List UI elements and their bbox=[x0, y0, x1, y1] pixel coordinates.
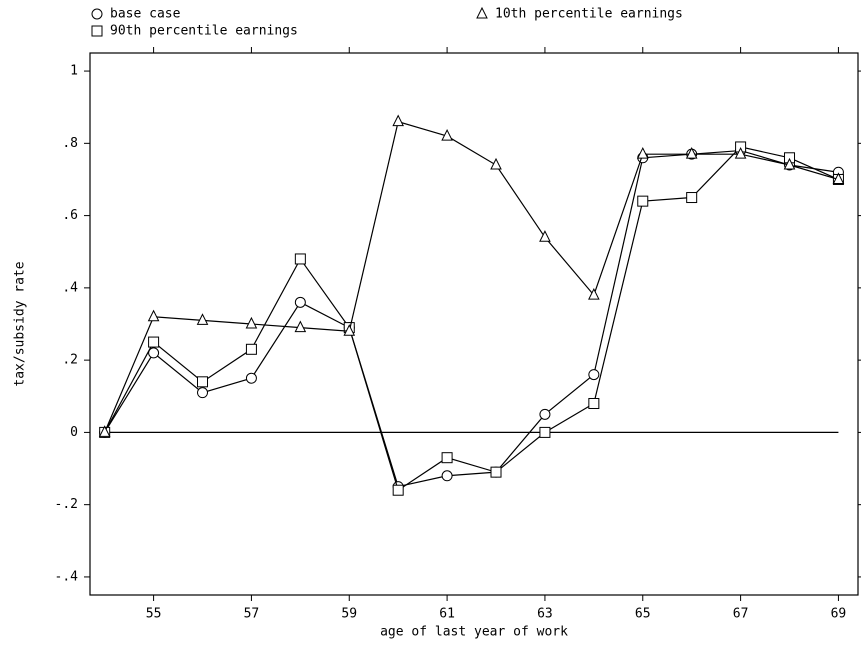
y-tick-label: .8 bbox=[62, 136, 78, 151]
y-tick-label: .2 bbox=[62, 353, 78, 368]
data-point bbox=[294, 320, 307, 333]
data-point bbox=[197, 387, 209, 399]
y-tick-label: 0 bbox=[70, 425, 78, 440]
data-point bbox=[588, 369, 600, 381]
x-tick-label: 67 bbox=[733, 607, 749, 622]
data-point bbox=[441, 470, 453, 482]
x-tick-label: 61 bbox=[439, 607, 455, 622]
data-point bbox=[245, 343, 257, 355]
data-point bbox=[148, 336, 160, 348]
x-tick-label: 55 bbox=[146, 607, 162, 622]
series-line bbox=[104, 146, 839, 492]
data-point bbox=[539, 426, 551, 438]
y-tick-label: .6 bbox=[62, 208, 78, 223]
data-point bbox=[147, 309, 160, 322]
y-tick-label: -.4 bbox=[55, 569, 79, 584]
data-point bbox=[196, 313, 209, 325]
data-point bbox=[539, 408, 551, 420]
x-tick-label: 69 bbox=[831, 607, 847, 622]
y-tick-label: .4 bbox=[62, 280, 78, 295]
data-point bbox=[734, 147, 747, 159]
x-axis-label: age of last year of work bbox=[380, 625, 568, 640]
legend-label: base case bbox=[110, 7, 181, 22]
data-point bbox=[343, 324, 356, 336]
data-point bbox=[98, 425, 111, 437]
data-point bbox=[588, 397, 600, 409]
plot-frame bbox=[89, 52, 859, 596]
legend-marker bbox=[476, 6, 488, 19]
data-point bbox=[588, 287, 600, 300]
data-point bbox=[197, 376, 209, 388]
data-point bbox=[441, 452, 453, 464]
data-point bbox=[637, 195, 649, 207]
y-axis-label: tax/subsidy rate bbox=[13, 261, 28, 386]
legend-label: 90th percentile earnings bbox=[110, 24, 298, 39]
data-point bbox=[294, 253, 306, 265]
legend-marker bbox=[91, 25, 103, 37]
y-tick-label: -.2 bbox=[55, 497, 78, 512]
data-point bbox=[636, 147, 649, 159]
x-tick-label: 59 bbox=[341, 607, 357, 622]
x-tick-label: 63 bbox=[537, 607, 553, 622]
data-point bbox=[832, 172, 845, 184]
data-point bbox=[783, 157, 796, 170]
data-point bbox=[148, 347, 160, 359]
x-tick-label: 57 bbox=[244, 607, 260, 622]
data-point bbox=[539, 230, 551, 242]
data-point bbox=[392, 484, 404, 496]
data-point bbox=[490, 466, 502, 478]
legend-label: 10th percentile earnings bbox=[495, 7, 683, 22]
y-tick-label: 1 bbox=[70, 64, 78, 79]
data-point bbox=[294, 296, 306, 308]
data-point bbox=[245, 372, 257, 384]
legend-marker bbox=[91, 8, 103, 20]
data-point bbox=[245, 316, 258, 329]
data-point bbox=[490, 157, 502, 170]
data-point bbox=[686, 192, 698, 204]
data-point bbox=[685, 147, 698, 159]
data-point bbox=[441, 128, 453, 141]
x-tick-label: 65 bbox=[635, 607, 651, 622]
series-line bbox=[104, 149, 839, 488]
data-point bbox=[392, 114, 404, 127]
series-line bbox=[104, 120, 839, 433]
